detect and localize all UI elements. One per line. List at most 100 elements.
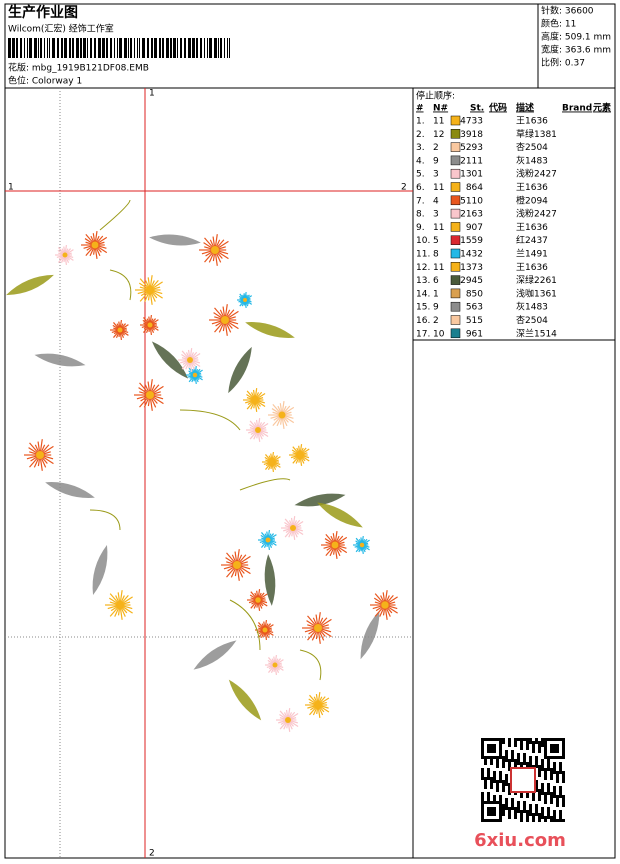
stitches: 3918 xyxy=(460,130,483,140)
flower xyxy=(186,366,203,384)
qr-module xyxy=(541,744,544,747)
qr-module xyxy=(493,810,496,813)
center xyxy=(36,451,44,459)
bar xyxy=(147,38,149,58)
qr-module xyxy=(529,741,532,744)
center xyxy=(265,537,271,543)
qr-module xyxy=(481,804,484,807)
qr-module xyxy=(514,738,517,741)
qr-module xyxy=(523,756,526,759)
bar xyxy=(188,38,191,58)
qr-module xyxy=(550,816,553,819)
bar xyxy=(229,38,230,58)
center xyxy=(233,561,241,569)
qr-module xyxy=(499,747,502,750)
flower xyxy=(221,549,251,581)
flower xyxy=(178,348,201,372)
leaf xyxy=(45,482,95,498)
description: 灰1483 xyxy=(516,301,548,313)
bar xyxy=(196,38,198,58)
qr-module xyxy=(490,813,493,816)
qr-module xyxy=(544,819,547,822)
qr-module xyxy=(508,744,511,747)
info-item: 高度: 509.1 mm xyxy=(541,31,611,43)
bar xyxy=(214,38,217,58)
qr-module xyxy=(538,819,541,822)
center xyxy=(381,601,389,609)
stitches: 2111 xyxy=(460,156,483,166)
qr-module xyxy=(499,750,502,753)
qr-module xyxy=(502,789,505,792)
qr-module xyxy=(505,780,508,783)
row-number: 16. xyxy=(416,316,430,326)
qr-module xyxy=(538,795,541,798)
needle: 2 xyxy=(433,316,439,326)
qr-module xyxy=(538,789,541,792)
qr-module xyxy=(523,753,526,756)
qr-module xyxy=(484,819,487,822)
color-swatch xyxy=(450,222,461,232)
qr-module xyxy=(547,813,550,816)
qr-module xyxy=(559,813,562,816)
qr-module xyxy=(559,792,562,795)
colorway: 色位: Colorway 1 xyxy=(8,75,82,87)
stitches: 1432 xyxy=(460,250,483,260)
bar xyxy=(38,38,39,58)
leaf xyxy=(149,234,201,246)
leaf xyxy=(294,493,346,507)
qr-module xyxy=(526,810,529,813)
qr-module xyxy=(481,816,484,819)
qr-module xyxy=(538,768,541,771)
bar xyxy=(27,38,28,58)
qr-module xyxy=(541,786,544,789)
stitches: 1373 xyxy=(460,263,483,273)
bar xyxy=(128,38,129,58)
qr-module xyxy=(502,762,505,765)
qr-module xyxy=(544,738,547,741)
qr-module xyxy=(481,807,484,810)
qr-module xyxy=(487,750,490,753)
row-number: 14. xyxy=(416,289,430,299)
stitches: 1559 xyxy=(460,236,483,246)
bar xyxy=(134,38,135,58)
qr-module xyxy=(520,765,523,768)
qr-module xyxy=(493,771,496,774)
description: 深绿2261 xyxy=(516,274,557,286)
flower xyxy=(135,275,163,305)
qr-module xyxy=(544,741,547,744)
qr-module xyxy=(496,783,499,786)
flower xyxy=(305,692,330,718)
description: 红2437 xyxy=(516,234,548,246)
qr-module xyxy=(544,747,547,750)
qr-module xyxy=(487,768,490,771)
qr-module xyxy=(487,747,490,750)
center xyxy=(272,662,278,668)
qr-module xyxy=(493,738,496,741)
qr-module xyxy=(550,798,553,801)
qr-module xyxy=(514,816,517,819)
bar xyxy=(24,38,25,58)
qr-module xyxy=(520,762,523,765)
qr-module xyxy=(508,813,511,816)
qr-module xyxy=(523,738,526,741)
axis-label: 1 xyxy=(8,183,14,193)
info-item: 针数: 36600 xyxy=(541,5,594,17)
leaf xyxy=(360,610,380,660)
qr-module xyxy=(490,756,493,759)
qr-module xyxy=(520,741,523,744)
caption: 停止顺序: xyxy=(416,90,455,102)
qr-module xyxy=(550,777,553,780)
qr-module xyxy=(520,810,523,813)
qr-module xyxy=(538,747,541,750)
flower xyxy=(321,531,348,559)
stitches: 563 xyxy=(466,303,483,313)
qr-module xyxy=(523,801,526,804)
qr-module xyxy=(547,792,550,795)
row-number: 1. xyxy=(416,117,425,127)
qr-module xyxy=(511,750,514,753)
qr-module xyxy=(490,780,493,783)
qr-module xyxy=(499,738,502,741)
qr-module xyxy=(541,741,544,744)
description: 深兰1514 xyxy=(516,327,557,339)
qr-module xyxy=(556,747,559,750)
